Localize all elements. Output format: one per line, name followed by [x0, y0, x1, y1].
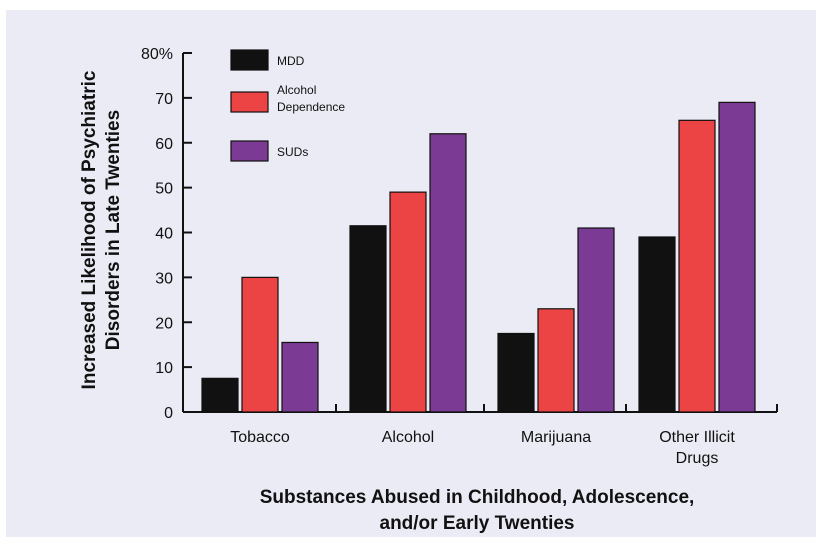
x-tick-label: Tobacco: [230, 429, 290, 446]
legend-label: Alcohol: [277, 83, 316, 97]
y-tick-label: 40: [155, 226, 173, 243]
y-tick-label: 50: [155, 181, 173, 198]
x-tick-labels: Tobacco Alcohol Marijuana Other Illicit Drug…: [230, 429, 735, 467]
y-tick-label: 60: [155, 136, 173, 153]
legend-swatch: [230, 91, 269, 113]
y-tick-label: 10: [155, 360, 173, 377]
legend: MDD Alcohol Dependence SUDs: [230, 49, 345, 162]
legend-label: Dependence: [277, 100, 345, 114]
bar-alcohol-dependence: [678, 119, 716, 413]
y-axis: 0 10 20 30 40 50 60 70 80%: [141, 46, 192, 422]
y-tick-label: 80%: [141, 46, 173, 63]
bar-suds: [281, 341, 319, 413]
y-tick-label: 30: [155, 270, 173, 287]
y-axis-title: Increased Likelihood of Psychiatric Disor…: [79, 70, 124, 389]
bar-mdd: [638, 236, 676, 413]
bar-alcohol-dependence: [537, 308, 575, 413]
y-axis-title-line: Increased Likelihood of Psychiatric: [79, 70, 100, 389]
x-axis-title: Substances Abused in Childhood, Adolesce…: [260, 487, 695, 534]
y-axis-title-line: Disorders in Late Twenties: [103, 110, 124, 350]
bar-suds: [429, 133, 467, 413]
legend-label: SUDs: [277, 145, 308, 159]
bar-suds: [577, 227, 615, 413]
bar-alcohol-dependence: [389, 191, 427, 413]
y-tick-label: 0: [164, 405, 173, 422]
x-tick-label: Alcohol: [382, 429, 434, 446]
bar-alcohol-dependence: [241, 276, 279, 413]
legend-label: MDD: [277, 54, 305, 68]
bars: [201, 101, 756, 413]
bar-chart: Increased Likelihood of Psychiatric Disor…: [79, 46, 778, 534]
x-axis-title-line: Substances Abused in Childhood, Adolesce…: [260, 487, 695, 508]
chart-panel: Increased Likelihood of Psychiatric Disor…: [6, 10, 816, 537]
y-tick-label: 20: [155, 315, 173, 332]
x-axis-title-line: and/or Early Twenties: [380, 513, 575, 534]
y-tick-label: 70: [155, 91, 173, 108]
bar-mdd: [349, 225, 387, 413]
bar-mdd: [497, 332, 535, 413]
x-tick-label: Drugs: [676, 450, 719, 467]
x-tick-label: Other Illicit: [659, 429, 735, 446]
x-tick-label: Marijuana: [521, 429, 591, 446]
bar-mdd: [201, 377, 239, 413]
legend-swatch: [230, 49, 269, 71]
bar-suds: [718, 101, 756, 413]
legend-swatch: [230, 140, 269, 162]
